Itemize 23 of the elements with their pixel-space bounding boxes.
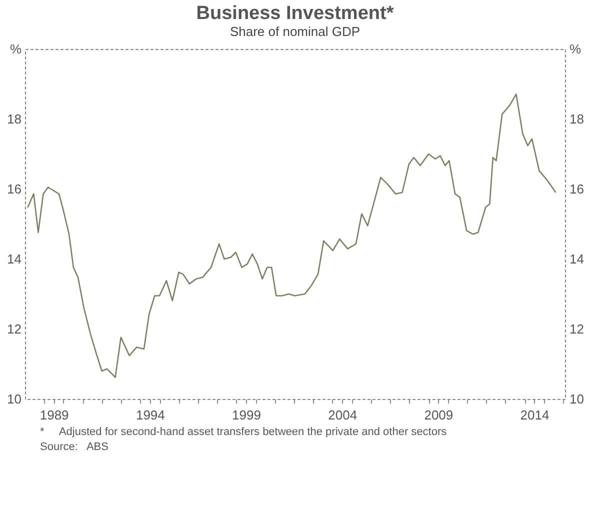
x-tick-label: 1999 (232, 408, 261, 422)
x-tick-label: 2009 (424, 408, 454, 422)
y-tick-label: % (10, 42, 22, 56)
x-tick-label: 1989 (40, 408, 69, 422)
chart-title: Business Investment* (196, 3, 394, 24)
x-tick-label: 2014 (520, 408, 550, 422)
source-note: Source: ABS (40, 441, 110, 453)
y-tick-label: 14 (7, 252, 22, 266)
y-tick-label: 18 (7, 112, 22, 126)
line-series (27, 94, 556, 378)
y2-tick-label: 16 (570, 182, 584, 196)
x-tick-label: 2004 (328, 408, 358, 422)
y-tick-label: 10 (7, 392, 22, 406)
y-tick-label: 16 (7, 182, 22, 196)
chart-subtitle: Share of nominal GDP (230, 24, 360, 39)
y2-tick-label: 14 (570, 252, 584, 266)
y2-tick-label: 10 (570, 392, 584, 406)
y2-tick-label: 18 (570, 112, 584, 126)
x-tick-label: 1994 (136, 408, 165, 422)
y2-tick-label: 12 (570, 322, 584, 336)
text: * Adjusted for second-hand asset transfers between the private and other sectors (40, 426, 448, 438)
y2-tick-label: % (570, 42, 582, 56)
y-tick-label: 12 (7, 322, 22, 336)
